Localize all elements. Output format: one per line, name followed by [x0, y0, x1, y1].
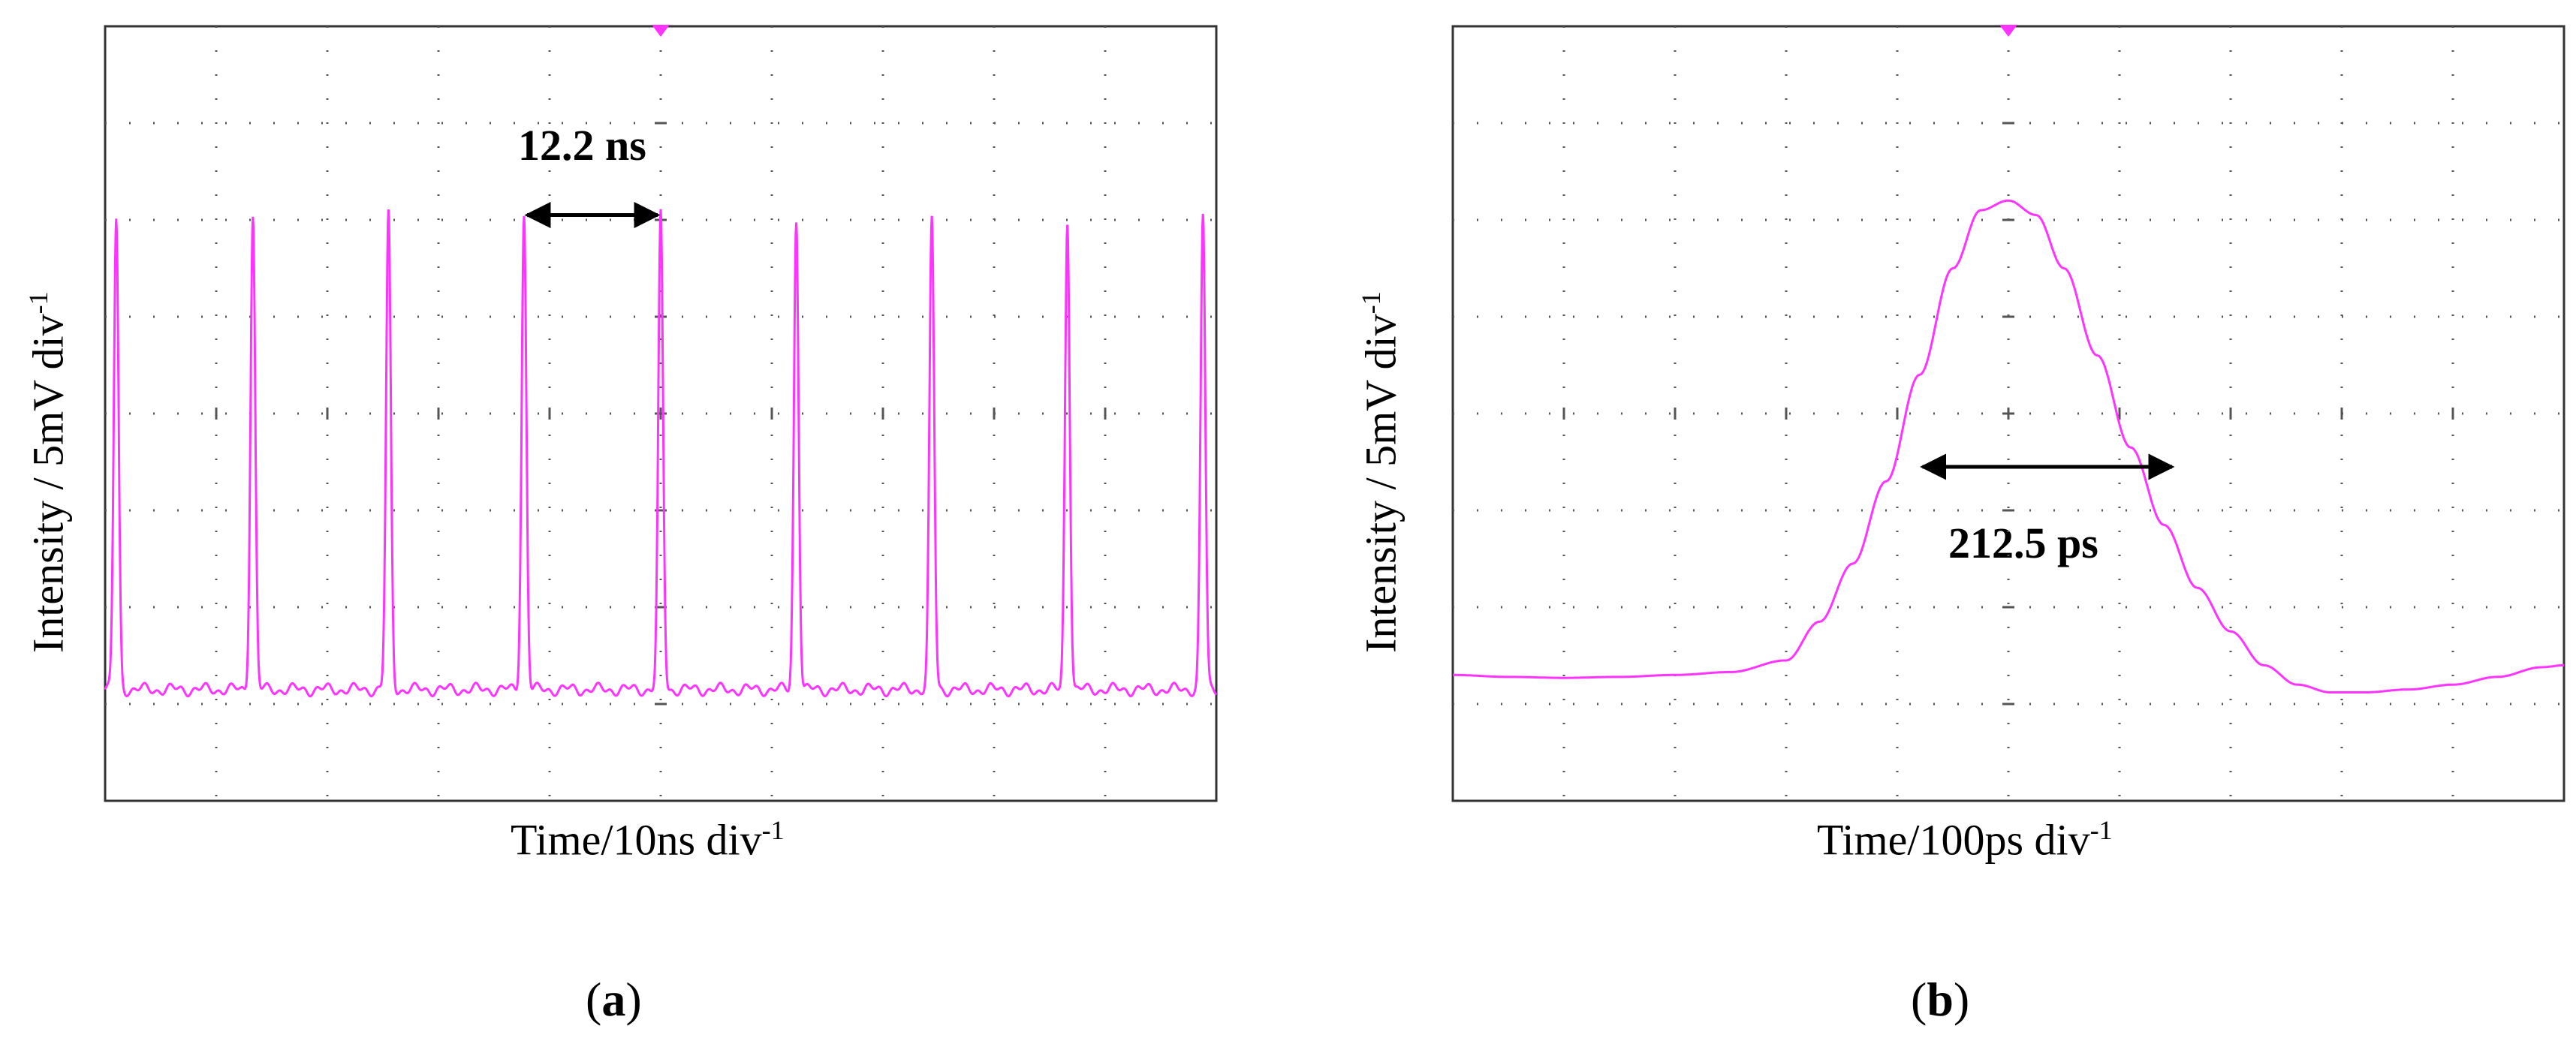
x-axis-label-a: Time/10ns div-1	[511, 815, 785, 865]
panel-label-b: (b)	[1911, 973, 1970, 1026]
panel-label-a: (a)	[586, 973, 642, 1026]
plot-a	[104, 25, 1218, 802]
annotation-period: 12.2 ns	[518, 121, 646, 170]
trace-line	[104, 209, 1218, 698]
plot-b	[1451, 25, 2565, 802]
trigger-marker	[652, 25, 670, 37]
annotation-fwhm: 212.5 ps	[1948, 519, 2098, 567]
trace-line	[1453, 199, 2564, 693]
x-axis-label-b: Time/100ps div-1	[1817, 815, 2113, 865]
trigger-marker	[1999, 25, 2017, 37]
